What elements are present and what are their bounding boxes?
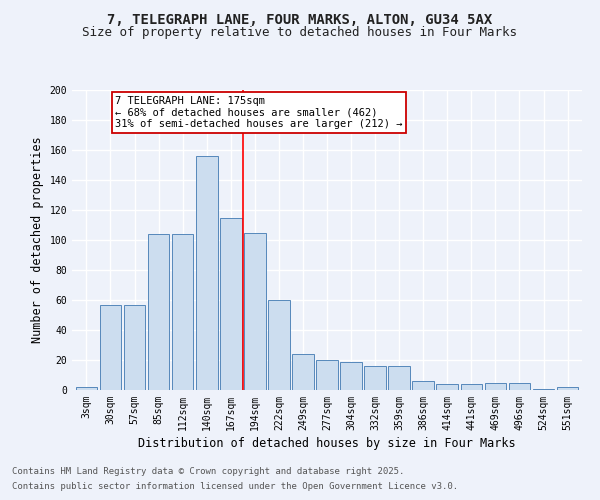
Text: Contains public sector information licensed under the Open Government Licence v3: Contains public sector information licen… — [12, 482, 458, 491]
Text: Size of property relative to detached houses in Four Marks: Size of property relative to detached ho… — [83, 26, 517, 39]
Bar — [292, 354, 314, 390]
Bar — [220, 218, 242, 390]
Bar — [196, 156, 218, 390]
Text: 7 TELEGRAPH LANE: 175sqm
← 68% of detached houses are smaller (462)
31% of semi-: 7 TELEGRAPH LANE: 175sqm ← 68% of detach… — [115, 96, 403, 129]
Bar — [268, 300, 290, 390]
Bar — [412, 381, 434, 390]
X-axis label: Distribution of detached houses by size in Four Marks: Distribution of detached houses by size … — [138, 437, 516, 450]
Bar — [172, 234, 193, 390]
Text: Contains HM Land Registry data © Crown copyright and database right 2025.: Contains HM Land Registry data © Crown c… — [12, 467, 404, 476]
Bar — [100, 304, 121, 390]
Bar — [533, 388, 554, 390]
Bar — [340, 362, 362, 390]
Bar — [316, 360, 338, 390]
Bar — [509, 382, 530, 390]
Text: 7, TELEGRAPH LANE, FOUR MARKS, ALTON, GU34 5AX: 7, TELEGRAPH LANE, FOUR MARKS, ALTON, GU… — [107, 12, 493, 26]
Bar — [364, 366, 386, 390]
Bar — [557, 387, 578, 390]
Bar — [76, 387, 97, 390]
Bar — [388, 366, 410, 390]
Bar — [244, 232, 266, 390]
Bar — [124, 304, 145, 390]
Bar — [148, 234, 169, 390]
Bar — [461, 384, 482, 390]
Y-axis label: Number of detached properties: Number of detached properties — [31, 136, 44, 344]
Bar — [436, 384, 458, 390]
Bar — [485, 382, 506, 390]
